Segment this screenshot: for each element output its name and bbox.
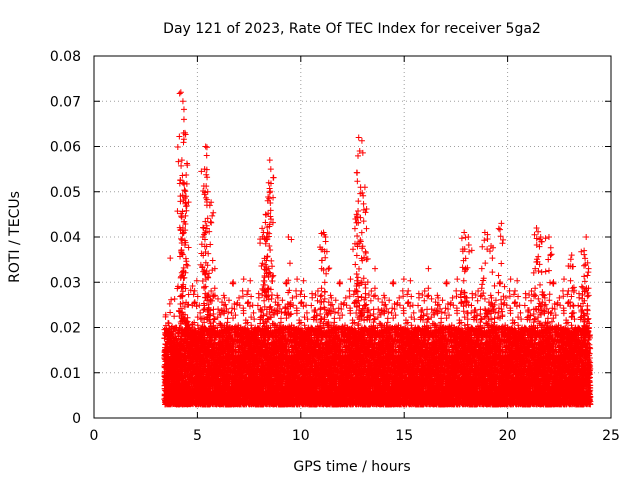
roti-chart: 0 5 10 15 20 2500.010.020.030.040.050.060.070…	[0, 0, 640, 480]
chart-background	[0, 0, 640, 480]
